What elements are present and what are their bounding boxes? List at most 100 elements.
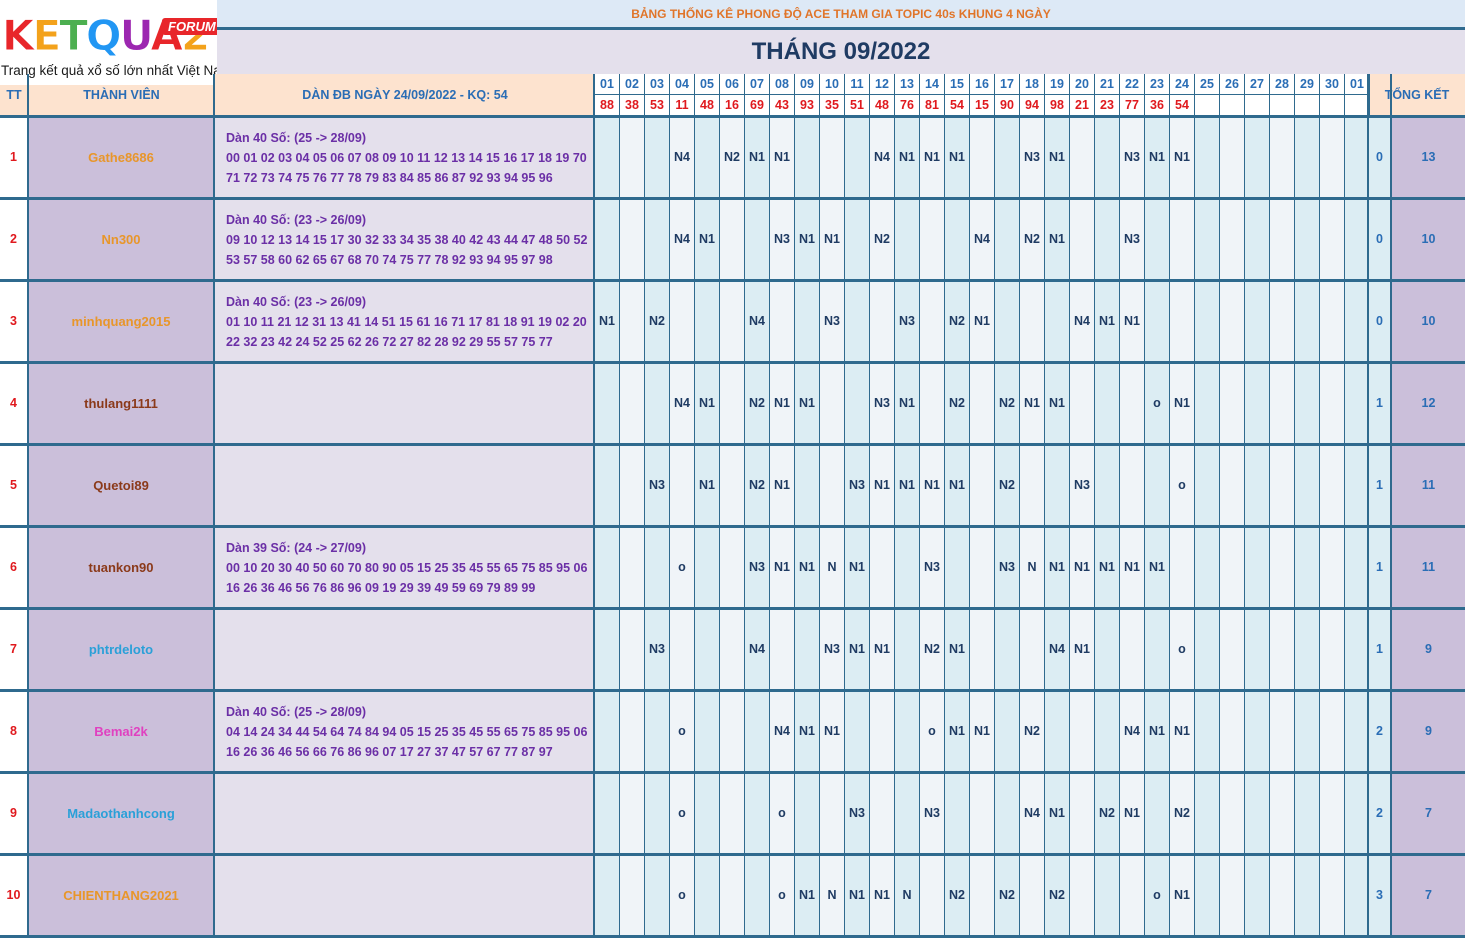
summary-total: 9 (1392, 692, 1465, 771)
member-name[interactable]: Bemai2k (29, 692, 213, 771)
summary-total: 11 (1392, 528, 1465, 607)
row-divider (0, 279, 1465, 282)
day-cell: N1 (770, 446, 795, 525)
day-cell (620, 856, 645, 935)
day-cell (1320, 118, 1345, 197)
day-cell (1245, 364, 1270, 443)
summary-total: 12 (1392, 364, 1465, 443)
day-cell (845, 692, 870, 771)
member-name[interactable]: Gathe8686 (29, 118, 213, 197)
member-name[interactable]: tuankon90 (29, 528, 213, 607)
summary-total: 13 (1392, 118, 1465, 197)
header-total: TỔNG KẾT (1369, 74, 1465, 116)
day-cell (1270, 364, 1295, 443)
member-name[interactable]: minhquang2015 (29, 282, 213, 361)
day-cell: N3 (770, 200, 795, 279)
day-cell: N1 (1120, 774, 1145, 853)
day-cell: N2 (720, 118, 745, 197)
dan-line-3: 22 32 23 42 24 52 25 62 26 72 27 82 28 9… (226, 335, 553, 349)
day-cell: N1 (845, 610, 870, 689)
day-cell: N2 (1020, 692, 1045, 771)
dan-line-2 (226, 640, 594, 660)
day-cell: N1 (845, 856, 870, 935)
row-number: 9 (0, 774, 27, 853)
day-cell (1195, 774, 1220, 853)
member-name[interactable]: thulang1111 (29, 364, 213, 443)
summary-count: 0 (1369, 200, 1390, 279)
day-cell (720, 446, 745, 525)
day-cell (920, 282, 945, 361)
day-cell (1245, 692, 1270, 771)
day-cell: N2 (995, 446, 1020, 525)
day-cell (920, 856, 945, 935)
ketqua2-logo[interactable]: KETQUA2 FORUM Trang kết quả xổ số lớn nh… (0, 0, 232, 85)
summary-count: 3 (1369, 856, 1390, 935)
day-cell (1320, 610, 1345, 689)
day-cell (1020, 856, 1045, 935)
day-cell (720, 282, 745, 361)
day-cell (1345, 856, 1370, 935)
summary-count: 2 (1369, 692, 1390, 771)
day-cell (1020, 446, 1045, 525)
day-cell: N1 (895, 446, 920, 525)
day-cell (845, 282, 870, 361)
day-cell: o (770, 774, 795, 853)
header-tt: TT (0, 85, 29, 116)
day-cell: N2 (1045, 856, 1070, 935)
day-cell: N2 (1095, 774, 1120, 853)
day-cell (620, 118, 645, 197)
dan-line-3: 16 26 36 46 56 66 76 86 96 07 17 27 37 4… (226, 745, 553, 759)
day-cell (1195, 282, 1220, 361)
day-cell: N1 (970, 692, 995, 771)
day-cell (870, 692, 895, 771)
day-cell (645, 856, 670, 935)
day-cell (695, 856, 720, 935)
day-cell (1245, 856, 1270, 935)
summary-total: 7 (1392, 774, 1465, 853)
member-name[interactable]: Quetoi89 (29, 446, 213, 525)
day-number-22: 22 (1120, 74, 1145, 95)
member-name[interactable]: phtrdeloto (29, 610, 213, 689)
day-cell: N3 (895, 282, 920, 361)
day-cell: N (820, 528, 845, 607)
day-cell (770, 282, 795, 361)
day-cell (1120, 364, 1145, 443)
day-cell: N4 (1120, 692, 1145, 771)
dan-numbers: Dàn 39 Số: (24 -> 27/09) 00 10 20 30 40 5… (215, 528, 594, 607)
row-number: 5 (0, 446, 27, 525)
summary-total: 11 (1392, 446, 1465, 525)
day-cell: N1 (695, 446, 720, 525)
day-cell (1345, 200, 1370, 279)
day-cell: N2 (1170, 774, 1195, 853)
day-cell (1145, 282, 1170, 361)
column-divider (213, 74, 215, 937)
day-cell (670, 610, 695, 689)
dan-numbers: Dàn 40 Số: (25 -> 28/09) 00 01 02 03 04 0… (215, 118, 594, 197)
day-cell (1020, 610, 1045, 689)
day-cell (1295, 528, 1320, 607)
day-result-31 (1345, 95, 1370, 116)
day-result-29 (1295, 95, 1320, 116)
day-cell (1195, 446, 1220, 525)
day-cell (945, 774, 970, 853)
day-cell (1195, 118, 1220, 197)
member-name[interactable]: CHIENTHANG2021 (29, 856, 213, 935)
member-name[interactable]: Nn300 (29, 200, 213, 279)
day-number-26: 26 (1220, 74, 1245, 95)
day-cell (595, 692, 620, 771)
day-number-11: 11 (845, 74, 870, 95)
day-cell: o (670, 774, 695, 853)
table-row: 10 CHIENTHANG2021 o o N1 N N1 N1 N N2 N2 N2 o N1 3 7 (0, 856, 1465, 935)
day-cell: N4 (670, 118, 695, 197)
dan-numbers (215, 446, 594, 525)
day-cell (1270, 610, 1295, 689)
day-cell: N1 (820, 692, 845, 771)
row-number: 3 (0, 282, 27, 361)
day-cell (1295, 200, 1320, 279)
day-cell (1245, 446, 1270, 525)
day-cell (770, 610, 795, 689)
member-name[interactable]: Madaothanhcong (29, 774, 213, 853)
day-cell: N1 (945, 446, 970, 525)
day-cell (645, 774, 670, 853)
day-cell: N1 (1145, 118, 1170, 197)
